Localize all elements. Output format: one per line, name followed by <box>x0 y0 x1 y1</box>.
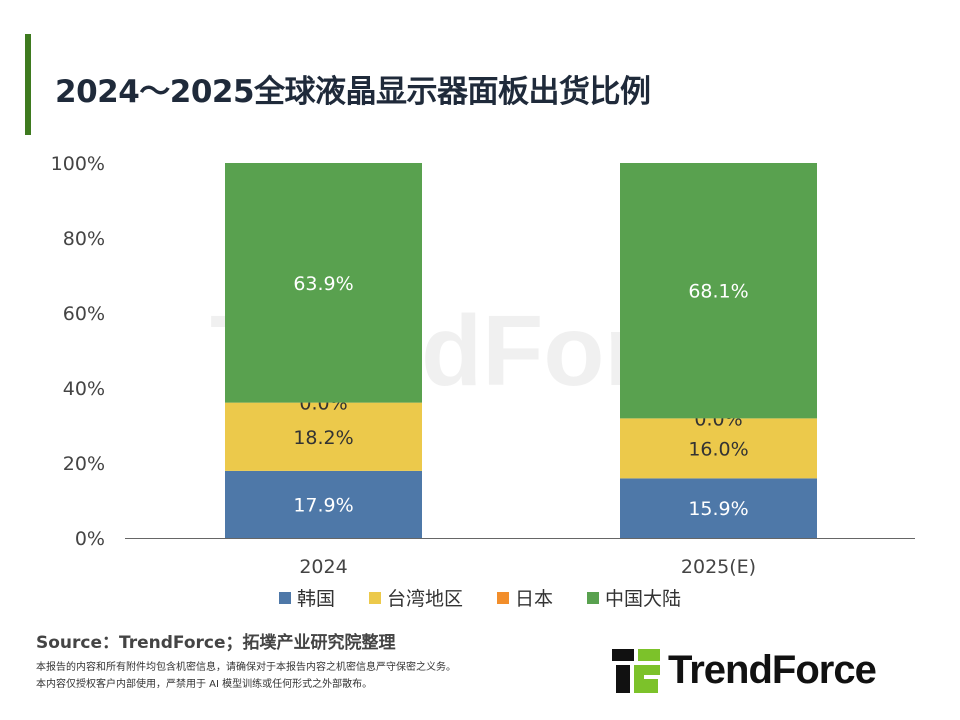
legend-swatch <box>587 591 600 604</box>
disclaimer-line: 本报告的内容和所有附件均包含机密信息，请确保对于本报告内容之机密信息严守保密之义… <box>36 662 456 673</box>
legend-label: 韩国 <box>296 588 335 610</box>
y-tick-label: 60% <box>63 303 105 325</box>
legend-item: 日本 <box>497 584 553 611</box>
legend: 韩国 台湾地区 日本 中国大陆 <box>0 584 960 611</box>
data-label: 15.9% <box>688 498 748 520</box>
y-tick-label: 0% <box>75 528 105 550</box>
bar-segment <box>225 402 422 471</box>
x-tick-label: 2024 <box>299 556 347 578</box>
y-tick-label: 100% <box>51 153 105 175</box>
legend-item: 台湾地区 <box>368 584 463 611</box>
data-label: 18.2% <box>293 427 353 449</box>
y-tick-label: 40% <box>63 378 105 400</box>
y-tick-label: 80% <box>63 228 105 250</box>
page-title: 2024～2025全球液晶显示器面板出货比例 <box>55 74 651 110</box>
legend-label: 台湾地区 <box>386 588 463 610</box>
x-tick-label: 2025(E) <box>681 556 756 578</box>
source-note: Source：TrendForce；拓墣产业研究院整理 <box>36 633 396 653</box>
logo-text: TrendForce <box>668 648 877 692</box>
data-label: 63.9% <box>293 273 353 295</box>
bar-segment <box>225 470 422 538</box>
trendforce-logo: TrendForce <box>612 648 877 693</box>
data-label: 68.1% <box>688 281 748 303</box>
data-label: 16.0% <box>688 438 748 460</box>
legend-swatch <box>278 591 291 604</box>
data-label: 17.9% <box>293 494 353 516</box>
disclaimer-line: 本内容仅授权客户内部使用，严禁用于 AI 模型训练或任何形式之外部散布。 <box>36 679 373 690</box>
stacked-bar-chart: TrendForce 0%20%40%60%80%100%17.9%18.2%0… <box>51 153 915 578</box>
title-accent-bar <box>25 34 31 135</box>
legend-label: 中国大陆 <box>605 588 682 610</box>
bar-segment <box>620 418 817 479</box>
bar-segment <box>225 163 422 403</box>
legend-item: 中国大陆 <box>587 584 681 611</box>
bar-segment <box>620 163 817 419</box>
logo-mark-icon <box>612 648 660 693</box>
legend-swatch <box>497 591 509 604</box>
bar-segment <box>620 478 817 538</box>
legend-swatch <box>368 591 381 604</box>
legend-label: 日本 <box>515 588 554 610</box>
legend-item: 韩国 <box>278 584 335 611</box>
y-tick-label: 20% <box>63 453 105 475</box>
